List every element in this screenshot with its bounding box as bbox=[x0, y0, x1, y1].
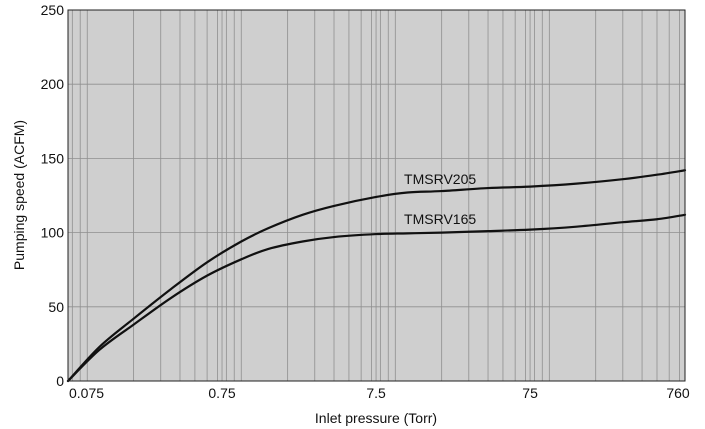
x-tick-label: 7.5 bbox=[366, 385, 386, 401]
series-label-tmsrv165: TMSRV165 bbox=[404, 211, 476, 227]
series-label-tmsrv205: TMSRV205 bbox=[404, 171, 476, 187]
y-axis-label: Pumping speed (ACFM) bbox=[11, 120, 27, 270]
y-tick-label: 0 bbox=[56, 373, 64, 389]
y-tick-label: 200 bbox=[41, 76, 65, 92]
x-tick-label: 75 bbox=[522, 385, 538, 401]
x-axis-label: Inlet pressure (Torr) bbox=[315, 410, 437, 426]
y-tick-label: 150 bbox=[41, 150, 65, 166]
series-line-tmsrv205 bbox=[66, 169, 687, 383]
plot-area bbox=[68, 10, 685, 381]
x-tick-label: 0.075 bbox=[69, 385, 104, 401]
y-tick-label: 100 bbox=[41, 225, 65, 241]
x-tick-label: 760 bbox=[666, 385, 690, 401]
plot-frame bbox=[67, 9, 686, 382]
grid bbox=[68, 10, 685, 381]
x-tick-labels: 0.075 0.75 7.5 75 760 bbox=[69, 385, 690, 401]
series-labels: TMSRV205 TMSRV165 bbox=[404, 171, 476, 227]
y-tick-label: 250 bbox=[41, 2, 65, 18]
y-tick-label: 50 bbox=[48, 299, 64, 315]
y-tick-labels: 0 50 100 150 200 250 bbox=[41, 2, 65, 389]
series-lines bbox=[66, 169, 687, 383]
x-tick-label: 0.75 bbox=[208, 385, 235, 401]
series-line-tmsrv165 bbox=[66, 213, 687, 383]
